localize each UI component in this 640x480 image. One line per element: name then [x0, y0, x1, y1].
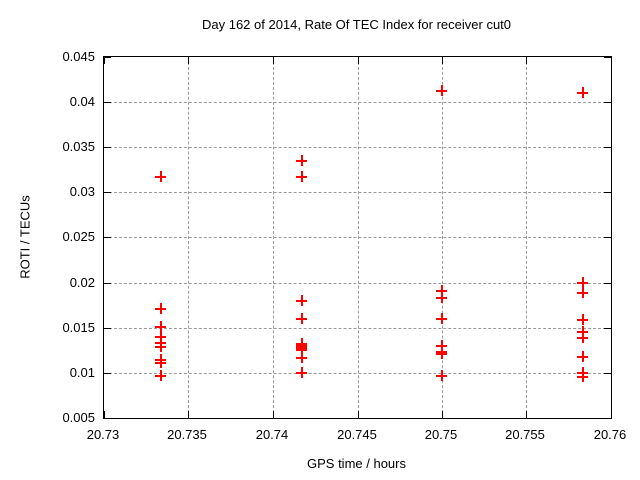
- x-tick-label: 20.73: [86, 427, 120, 442]
- data-point: [155, 331, 166, 342]
- data-point: [577, 332, 588, 343]
- data-point: [296, 367, 307, 378]
- y-axis-tick: [104, 373, 111, 374]
- data-point: [436, 313, 447, 324]
- data-point: [296, 295, 307, 306]
- y-axis-tick-mirror: [604, 237, 611, 238]
- y-axis-tick: [104, 237, 111, 238]
- x-axis-tick: [188, 411, 189, 418]
- data-point: [296, 171, 307, 182]
- x-axis-tick: [104, 411, 105, 418]
- data-point: [155, 171, 166, 182]
- y-axis-tick: [104, 283, 111, 284]
- y-axis-tick-mirror: [604, 328, 611, 329]
- y-tick-label: 0.045: [62, 49, 95, 64]
- data-point: [155, 370, 166, 381]
- x-axis-title: GPS time / hours: [307, 456, 406, 471]
- y-tick-label: 0.01: [69, 365, 95, 380]
- x-axis-tick: [442, 411, 443, 418]
- data-point: [577, 371, 588, 382]
- x-axis-tick-mirror: [188, 57, 189, 64]
- data-point: [296, 352, 307, 363]
- data-point: [577, 287, 588, 298]
- x-axis-tick-mirror: [273, 57, 274, 64]
- data-point: [296, 313, 307, 324]
- gridline-horizontal: [104, 102, 611, 103]
- gridline-vertical: [442, 57, 443, 418]
- y-axis-tick-mirror: [604, 418, 611, 419]
- data-point: [577, 314, 588, 325]
- y-axis-tick: [104, 192, 111, 193]
- gridline-horizontal: [104, 283, 611, 284]
- data-point: [155, 357, 166, 368]
- data-point: [436, 340, 447, 351]
- data-point: [577, 351, 588, 362]
- y-tick-label: 0.005: [62, 410, 95, 425]
- y-axis-tick-mirror: [604, 283, 611, 284]
- data-point: [436, 292, 447, 303]
- x-axis-tick-mirror: [104, 57, 105, 64]
- y-axis-tick: [104, 147, 111, 148]
- data-point: [436, 348, 447, 359]
- data-point: [577, 87, 588, 98]
- gridline-horizontal: [104, 373, 611, 374]
- x-axis-tick: [611, 411, 612, 418]
- y-axis-tick-mirror: [604, 147, 611, 148]
- data-point: [436, 370, 447, 381]
- y-axis-tick: [104, 418, 111, 419]
- gridline-vertical: [526, 57, 527, 418]
- gridline-horizontal: [104, 147, 611, 148]
- data-point: [296, 155, 307, 166]
- plot-area: [103, 56, 612, 419]
- data-point: [436, 85, 447, 96]
- x-tick-label: 20.735: [167, 427, 207, 442]
- gridline-horizontal: [104, 328, 611, 329]
- gridline-horizontal: [104, 237, 611, 238]
- data-point: [155, 321, 166, 332]
- y-axis-tick-mirror: [604, 373, 611, 374]
- x-axis-tick: [526, 411, 527, 418]
- y-axis-tick: [104, 328, 111, 329]
- gridline-vertical: [358, 57, 359, 418]
- y-axis-tick-mirror: [604, 192, 611, 193]
- x-tick-label: 20.755: [505, 427, 545, 442]
- data-point: [436, 285, 447, 296]
- y-tick-label: 0.04: [69, 94, 95, 109]
- x-axis-tick-mirror: [442, 57, 443, 64]
- y-axis-tick-mirror: [604, 57, 611, 58]
- x-tick-label: 20.75: [424, 427, 458, 442]
- x-tick-label: 20.76: [593, 427, 627, 442]
- data-point: [155, 341, 166, 352]
- y-tick-label: 0.025: [62, 229, 95, 244]
- y-tick-label: 0.02: [69, 275, 95, 290]
- y-axis-tick: [104, 57, 111, 58]
- x-axis-tick-mirror: [358, 57, 359, 64]
- chart-title: Day 162 of 2014, Rate Of TEC Index for r…: [201, 17, 512, 32]
- gridline-vertical: [188, 57, 189, 418]
- y-tick-label: 0.03: [69, 184, 95, 199]
- y-axis-tick: [104, 102, 111, 103]
- gridline-vertical: [273, 57, 274, 418]
- data-point: [155, 303, 166, 314]
- x-axis-tick-mirror: [611, 57, 612, 64]
- x-axis-tick: [273, 411, 274, 418]
- y-tick-label: 0.015: [62, 320, 95, 335]
- data-point: [577, 277, 588, 288]
- data-point: [296, 344, 307, 355]
- y-tick-label: 0.035: [62, 139, 95, 154]
- y-axis-tick-mirror: [604, 102, 611, 103]
- x-tick-label: 20.74: [255, 427, 289, 442]
- gridline-horizontal: [104, 192, 611, 193]
- x-axis-tick-mirror: [526, 57, 527, 64]
- x-tick-label: 20.745: [337, 427, 377, 442]
- data-point: [577, 326, 588, 337]
- x-axis-tick: [358, 411, 359, 418]
